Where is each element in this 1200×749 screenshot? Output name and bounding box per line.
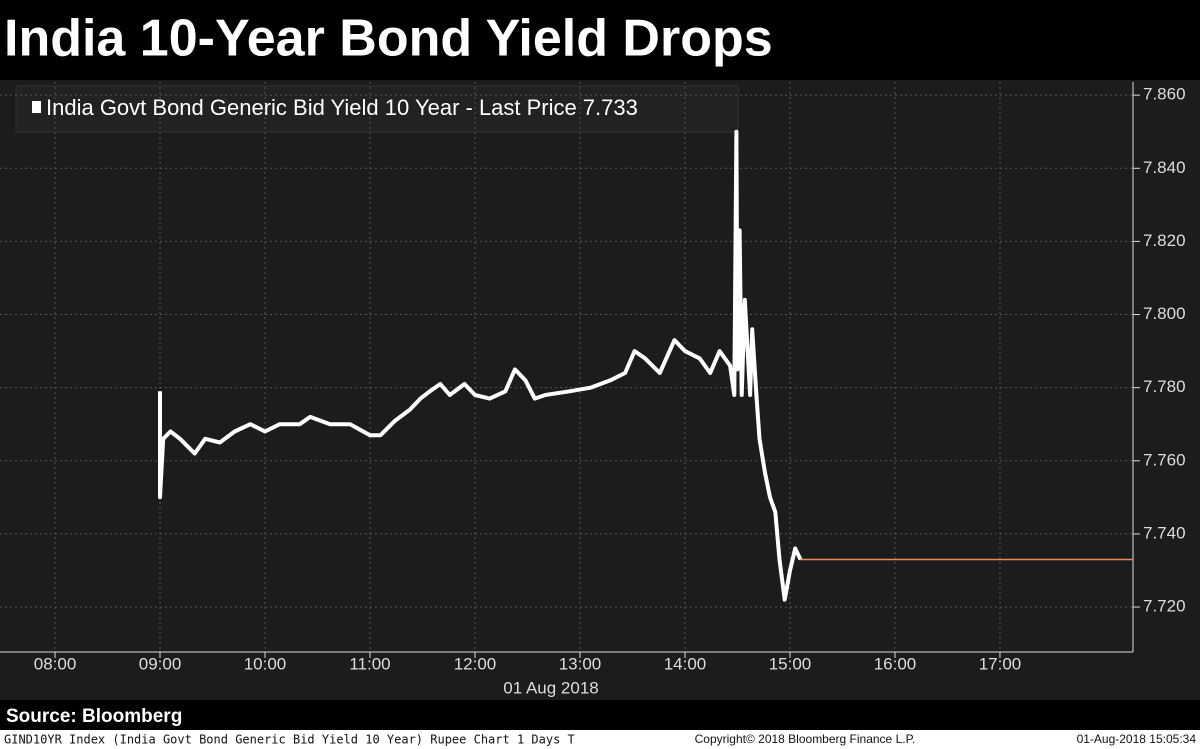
source: Source: Bloomberg	[6, 706, 182, 727]
x-tick-label: 15:00	[769, 654, 812, 673]
chart-title: India 10-Year Bond Yield Drops	[4, 10, 773, 68]
x-tick-label: 08:00	[34, 654, 77, 673]
footer-left: GIND10YR Index (India Govt Bond Generic …	[4, 733, 575, 747]
x-tick-label: 12:00	[454, 654, 497, 673]
x-tick-label: 13:00	[559, 654, 602, 673]
series-line	[158, 129, 803, 602]
x-tick-label: 11:00	[349, 654, 390, 673]
legend-box	[15, 85, 739, 133]
y-tick-label: 7.840	[1143, 158, 1186, 177]
y-tick-label: 7.740	[1143, 523, 1186, 542]
legend-last-price: 7.733	[583, 95, 638, 120]
y-tick-label: 7.780	[1143, 377, 1186, 396]
x-tick-label: 17:00	[979, 654, 1022, 673]
legend-marker	[32, 101, 41, 113]
copyright: Copyright© 2018 Bloomberg Finance L.P.	[695, 732, 916, 746]
footer-background	[0, 730, 1200, 749]
y-tick-label: 7.800	[1143, 304, 1186, 323]
legend-entry: India Govt Bond Generic Bid Yield 10 Yea…	[46, 95, 577, 120]
x-tick-label: 16:00	[874, 654, 917, 673]
timestamp: 01-Aug-2018 15:05:34	[1077, 732, 1197, 746]
y-tick-label: 7.820	[1143, 231, 1186, 250]
x-tick-label: 10:00	[244, 654, 287, 673]
x-tick-label: 09:00	[139, 654, 182, 673]
x-tick-label: 14:00	[664, 654, 707, 673]
x-axis-label: 01 Aug 2018	[503, 678, 598, 697]
y-tick-label: 7.720	[1143, 597, 1186, 616]
y-tick-label: 7.860	[1143, 85, 1186, 104]
y-tick-label: 7.760	[1143, 450, 1186, 469]
